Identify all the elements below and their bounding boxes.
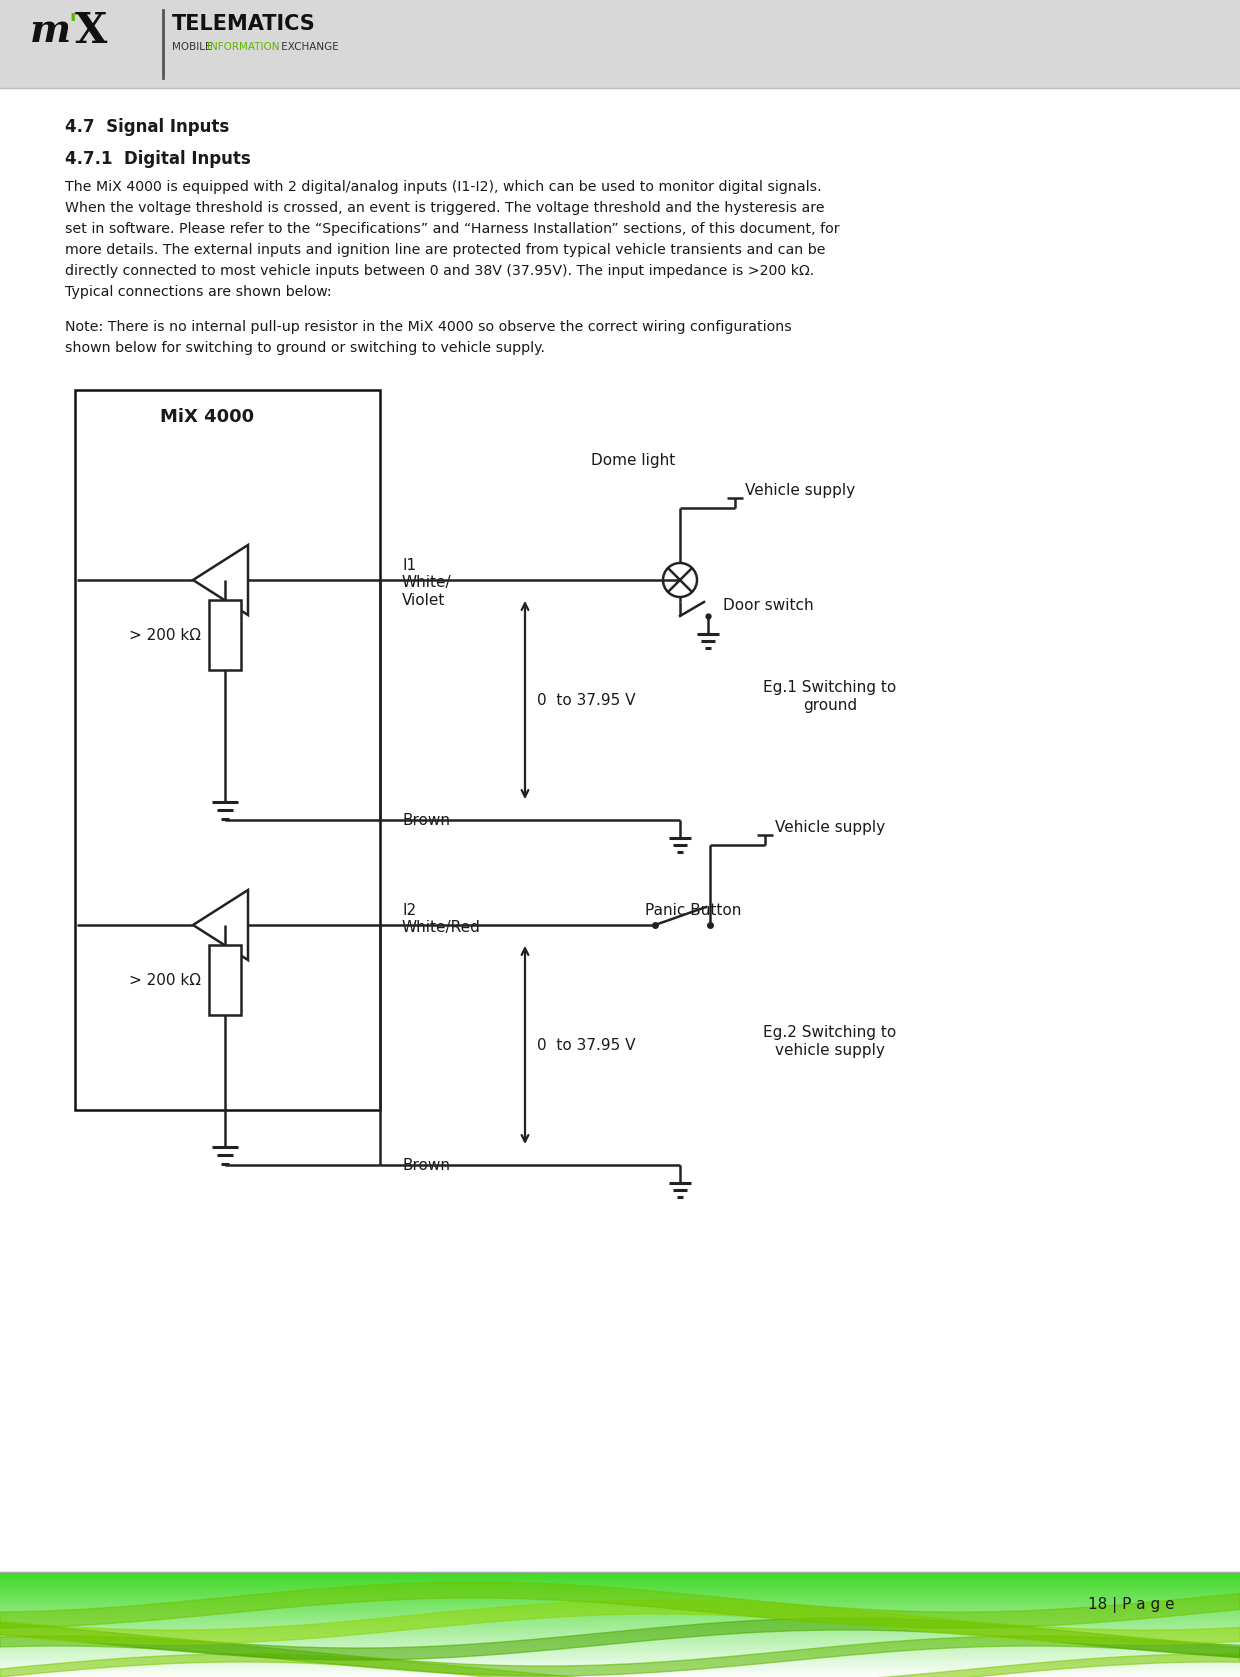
- Text: Dome light: Dome light: [590, 453, 675, 468]
- Text: Brown: Brown: [402, 1157, 450, 1172]
- Bar: [210, 600, 241, 671]
- Text: White/Red: White/Red: [402, 921, 481, 936]
- Bar: [74, 391, 379, 1110]
- Text: ': ': [68, 12, 77, 40]
- Text: Typical connections are shown below:: Typical connections are shown below:: [64, 285, 331, 299]
- Text: X: X: [74, 10, 108, 52]
- Text: I2: I2: [402, 902, 417, 917]
- Text: 0  to 37.95 V: 0 to 37.95 V: [537, 1038, 635, 1053]
- Text: set in software. Please refer to the “Specifications” and “Harness Installation”: set in software. Please refer to the “Sp…: [64, 221, 839, 236]
- Bar: [0, 0, 1240, 87]
- Text: TELEMATICS: TELEMATICS: [172, 13, 316, 34]
- Text: m: m: [30, 12, 71, 50]
- Text: White/
Violet: White/ Violet: [402, 575, 451, 609]
- Text: Door switch: Door switch: [723, 597, 813, 612]
- Text: MOBILE: MOBILE: [172, 42, 215, 52]
- Text: Brown: Brown: [402, 812, 450, 827]
- Text: Eg.2 Switching to: Eg.2 Switching to: [764, 1025, 897, 1040]
- Text: directly connected to most vehicle inputs between 0 and 38V (37.95V). The input : directly connected to most vehicle input…: [64, 263, 815, 278]
- Text: vehicle supply: vehicle supply: [775, 1043, 885, 1058]
- Text: 4.7  Signal Inputs: 4.7 Signal Inputs: [64, 117, 229, 136]
- Text: When the voltage threshold is crossed, an event is triggered. The voltage thresh: When the voltage threshold is crossed, a…: [64, 201, 825, 215]
- Text: more details. The external inputs and ignition line are protected from typical v: more details. The external inputs and ig…: [64, 243, 826, 257]
- Text: ground: ground: [804, 698, 857, 713]
- Text: 0  to 37.95 V: 0 to 37.95 V: [537, 693, 635, 708]
- Text: > 200 kΩ: > 200 kΩ: [129, 973, 201, 988]
- Text: I1: I1: [402, 558, 417, 574]
- Text: Vehicle supply: Vehicle supply: [775, 820, 885, 835]
- Bar: [210, 946, 241, 1015]
- Text: Panic Button: Panic Button: [645, 902, 742, 917]
- Text: 18 | P a g e: 18 | P a g e: [1089, 1597, 1176, 1613]
- Text: Note: There is no internal pull-up resistor in the MiX 4000 so observe the corre: Note: There is no internal pull-up resis…: [64, 320, 792, 334]
- Text: INFORMATION: INFORMATION: [207, 42, 279, 52]
- Text: shown below for switching to ground or switching to vehicle supply.: shown below for switching to ground or s…: [64, 340, 546, 356]
- Text: EXCHANGE: EXCHANGE: [278, 42, 339, 52]
- Text: Vehicle supply: Vehicle supply: [745, 483, 856, 498]
- Text: The MiX 4000 is equipped with 2 digital/analog inputs (I1-I2), which can be used: The MiX 4000 is equipped with 2 digital/…: [64, 179, 822, 195]
- Text: Eg.1 Switching to: Eg.1 Switching to: [764, 679, 897, 694]
- Text: > 200 kΩ: > 200 kΩ: [129, 627, 201, 642]
- Text: MiX 4000: MiX 4000: [160, 408, 254, 426]
- Text: 4.7.1  Digital Inputs: 4.7.1 Digital Inputs: [64, 149, 250, 168]
